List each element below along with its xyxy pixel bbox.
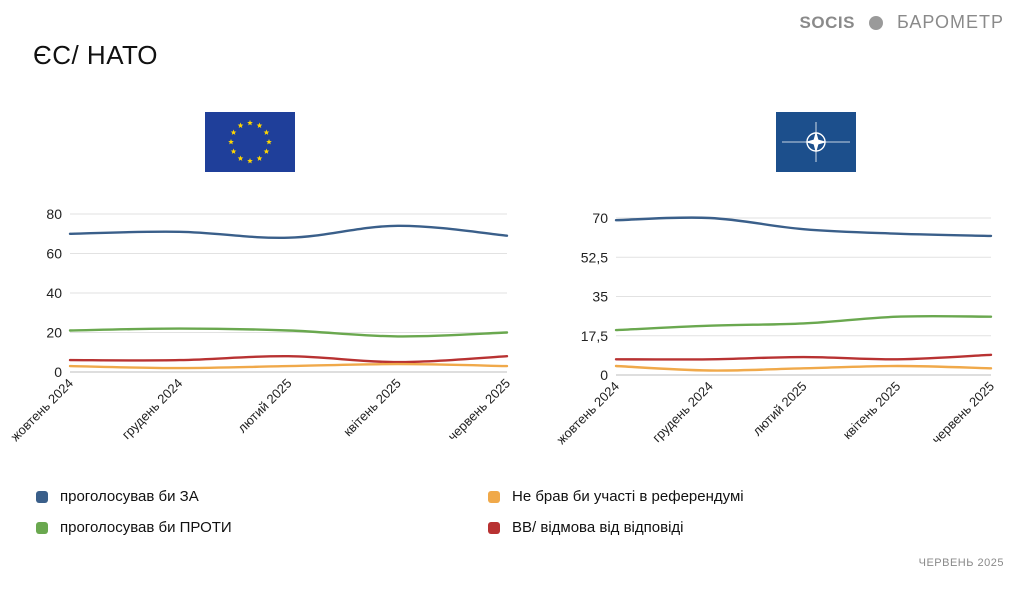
nato-flag-icon (776, 112, 856, 172)
eu-star-icon (237, 155, 244, 161)
eu-star-icon (256, 122, 263, 128)
legend-ne-brav-swatch (488, 490, 500, 503)
x-tick-label: лютий 2025 (749, 379, 809, 439)
y-tick-label: 20 (46, 325, 62, 341)
x-tick-label: грудень 2024 (119, 376, 186, 443)
y-tick-label: 40 (46, 285, 62, 301)
footer-date: ЧЕРВЕНЬ 2025 (918, 557, 1004, 569)
y-tick-label: 52,5 (581, 249, 608, 265)
eu-star-icon (247, 158, 253, 164)
globe-icon (868, 15, 883, 30)
chart-eu: 0 20 40 60 80 жовтень 2024 грудень 2024 лютий 2… (7, 206, 513, 444)
x-tick-label: жовтень 2024 (7, 376, 76, 445)
y-tick-label: 35 (592, 289, 608, 305)
legend-proty-label: проголосував би ПРОТИ (60, 519, 232, 536)
eu-star-icon (263, 148, 270, 154)
eu-star-icon (230, 148, 237, 154)
x-tick-label: жовтень 2024 (553, 379, 622, 448)
x-tick-label: лютий 2025 (234, 376, 294, 436)
eu-star-icon (256, 155, 263, 161)
x-tick-label: червень 2025 (445, 376, 513, 444)
series-line-proty (68, 327, 509, 338)
y-tick-label: 60 (46, 246, 62, 262)
eu-star-icon (230, 129, 237, 135)
x-tick-label: квітень 2025 (840, 379, 904, 443)
x-tick-label: квітень 2025 (340, 376, 404, 440)
series-line-ne_brav (68, 362, 509, 370)
series-line-vv (68, 354, 509, 364)
eu-star-icon (228, 139, 234, 145)
y-tick-label: 0 (600, 367, 608, 383)
socis-logo: SOCIS (799, 12, 855, 32)
legend-ne-brav-label: Не брав би участі в референдумі (512, 488, 744, 505)
legend-vv-swatch (488, 521, 500, 534)
y-tick-label: 70 (592, 210, 608, 226)
page-title: ЄС/ НАТО (33, 40, 158, 70)
y-tick-label: 80 (46, 206, 62, 222)
eu-star-icon (263, 129, 270, 135)
eu-star-icon (237, 122, 244, 128)
series-line-za (68, 224, 509, 240)
x-tick-label: червень 2025 (929, 379, 997, 447)
series-line-za (614, 216, 993, 238)
y-tick-label: 17,5 (581, 328, 608, 344)
series-line-proty (614, 314, 993, 332)
x-tick-label: грудень 2024 (649, 379, 716, 446)
legend-item-ne-brav: Не брав би участі в референдумі (488, 488, 744, 505)
legend-proty-swatch (36, 521, 48, 534)
brand-logo: SOCIS БАРОМЕТР (800, 12, 1004, 33)
chart-nato: 0 17,5 35 52,5 70 жовтень 2024 грудень 2024 лют… (553, 210, 997, 447)
legend-za-swatch (36, 490, 48, 503)
legend-vv-label: ВВ/ відмова від відповіді (512, 519, 684, 536)
legend-item-proty: проголосував би ПРОТИ (36, 519, 232, 536)
eu-flag-icon (205, 112, 295, 172)
legend-item-za: проголосував би ЗА (36, 488, 199, 505)
eu-star-icon (266, 139, 272, 145)
series-line-vv (614, 353, 993, 361)
legend-za-label: проголосував би ЗА (60, 488, 199, 505)
legend-item-vv: ВВ/ відмова від відповіді (488, 519, 684, 536)
series-line-ne_brav (614, 364, 993, 372)
y-tick-label: 0 (54, 364, 62, 380)
eu-star-icon (247, 120, 253, 126)
barometr-logo: БАРОМЕТР (896, 12, 1004, 32)
